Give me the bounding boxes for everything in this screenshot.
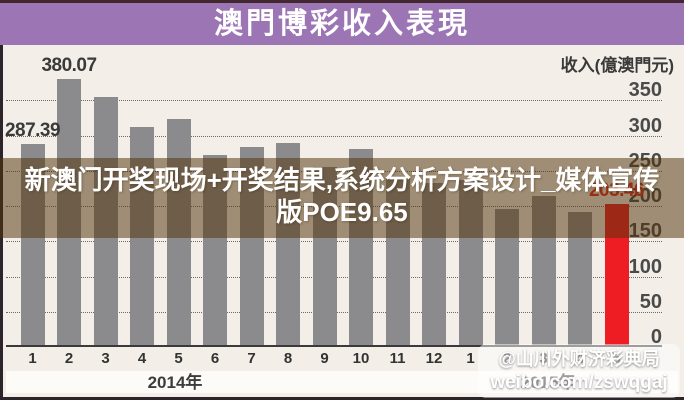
month-label-2: 2	[64, 350, 74, 367]
weibo-watermark-url: weibo.com/zswqgaj	[490, 372, 668, 393]
y-tick-label-0: 0	[650, 326, 662, 348]
month-label-11: 11	[389, 350, 406, 367]
month-label-7: 7	[247, 350, 256, 367]
value-label-287.39: 287.39	[4, 120, 61, 142]
promo-banner-overlay: 新澳门开奖现场+开奖结果,系统分析方案设计_媒体宣传 版POE9.65	[0, 158, 684, 238]
y-axis-title: 收入(億澳門元)	[560, 56, 674, 75]
month-label-6: 6	[210, 350, 220, 367]
frame-bottom-edge	[0, 397, 684, 400]
month-label-12: 12	[425, 350, 443, 367]
promo-banner-text-line2: 版POE9.65	[276, 197, 408, 227]
x-axis-line	[6, 345, 662, 347]
month-label-8: 8	[283, 350, 293, 367]
month-label-9: 9	[320, 350, 329, 367]
y-tick-label-50: 50	[639, 290, 662, 313]
month-label-13: 1	[466, 350, 475, 367]
y-tick-label-100: 100	[628, 255, 662, 278]
value-label-380.07: 380.07	[41, 55, 97, 77]
promo-banner-text-line1: 新澳门开奖现场+开奖结果,系统分析方案设计_媒体宣传	[24, 165, 660, 195]
weibo-watermark-account: @山川外财济彩典局	[498, 349, 660, 369]
month-label-3: 3	[101, 350, 110, 367]
y-tick-label-300: 300	[628, 114, 662, 137]
weibo-watermark: @山川外财济彩典局 weibo.com/zswqgaj	[478, 344, 680, 398]
chart-title-bar: 澳門博彩收入表現	[0, 3, 684, 45]
chart-title: 澳門博彩收入表現	[213, 8, 470, 40]
month-label-10: 10	[352, 350, 370, 367]
frame-top-edge	[0, 0, 684, 3]
y-tick-label-350: 350	[628, 79, 662, 102]
month-label-1: 1	[28, 350, 37, 367]
gridline-300	[6, 135, 662, 137]
month-label-4: 4	[137, 350, 147, 367]
gridline-350	[6, 100, 662, 102]
year-label-2014: 2014年	[147, 373, 203, 392]
month-label-5: 5	[174, 350, 183, 367]
